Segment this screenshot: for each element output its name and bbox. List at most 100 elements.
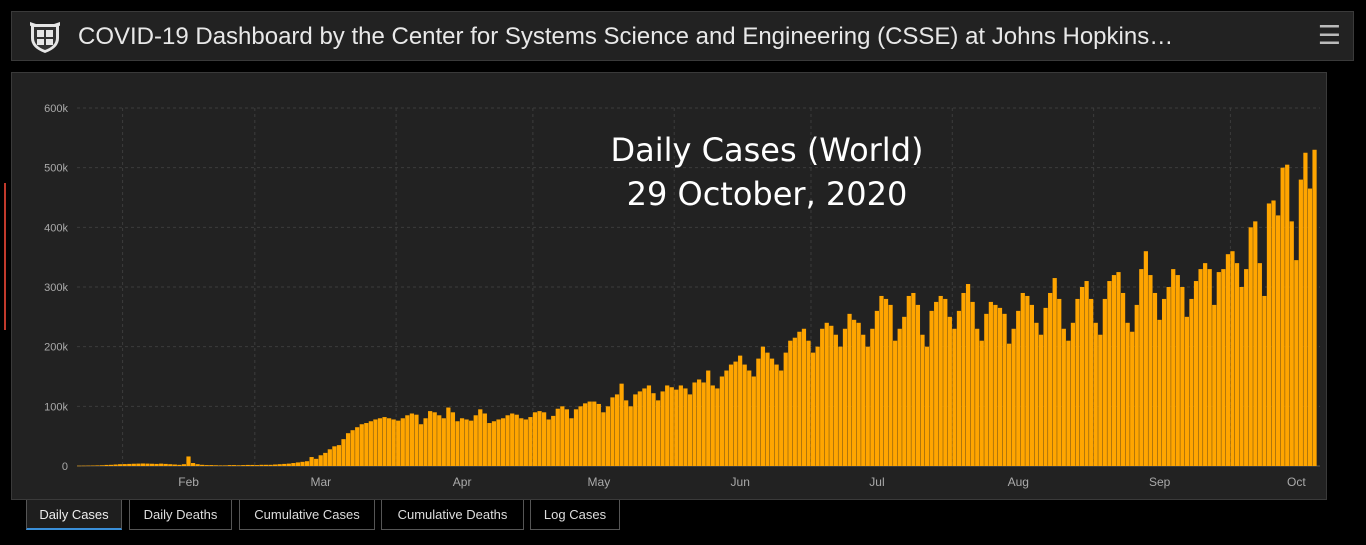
bar[interactable] [341, 439, 346, 466]
bar[interactable] [195, 464, 200, 466]
bar[interactable] [697, 379, 702, 466]
bar[interactable] [469, 420, 474, 466]
bar[interactable] [409, 413, 415, 466]
bar[interactable] [1093, 322, 1098, 466]
bar[interactable] [774, 364, 779, 466]
bar[interactable] [259, 464, 264, 466]
bar[interactable] [450, 412, 456, 466]
bar[interactable] [724, 370, 729, 466]
bar[interactable] [222, 465, 228, 466]
bar[interactable] [254, 465, 260, 466]
bar[interactable] [1289, 221, 1294, 466]
bar[interactable] [1225, 254, 1231, 466]
bar[interactable] [514, 414, 519, 466]
bar[interactable] [1079, 287, 1085, 466]
bar[interactable] [920, 334, 925, 466]
bar[interactable] [902, 316, 907, 466]
bar[interactable] [779, 370, 784, 466]
bar[interactable] [282, 463, 287, 466]
bar[interactable] [532, 412, 538, 466]
bar[interactable] [555, 408, 560, 466]
bar[interactable] [1130, 331, 1135, 466]
bar[interactable] [1303, 152, 1308, 466]
bar[interactable] [459, 418, 465, 466]
bar[interactable] [733, 361, 738, 466]
bar[interactable] [943, 298, 948, 466]
bar[interactable] [592, 401, 597, 466]
hamburger-menu-icon[interactable]: ☰ [1317, 20, 1341, 50]
bar[interactable] [1312, 149, 1317, 466]
bar[interactable] [428, 411, 433, 466]
bar[interactable] [172, 464, 177, 466]
bar[interactable] [956, 310, 962, 466]
bar[interactable] [391, 419, 396, 466]
bar[interactable] [1107, 281, 1112, 466]
bar[interactable] [90, 465, 95, 467]
bar[interactable] [1257, 263, 1262, 466]
bar[interactable] [1002, 313, 1007, 466]
bar[interactable] [414, 414, 419, 466]
bar[interactable] [747, 370, 752, 466]
bar[interactable] [1098, 334, 1103, 466]
bar[interactable] [1275, 215, 1281, 466]
bar[interactable] [118, 464, 123, 466]
bar[interactable] [200, 464, 205, 466]
bar[interactable] [997, 307, 1003, 466]
bar[interactable] [327, 449, 332, 466]
bar[interactable] [464, 419, 469, 466]
bar[interactable] [186, 456, 191, 466]
bar[interactable] [583, 403, 588, 466]
bar[interactable] [213, 465, 218, 466]
bar[interactable] [1143, 251, 1148, 466]
bar[interactable] [952, 328, 957, 466]
bar[interactable] [665, 385, 670, 466]
bar[interactable] [1052, 278, 1057, 466]
bar[interactable] [300, 461, 305, 466]
bar[interactable] [614, 394, 620, 466]
bar[interactable] [295, 462, 301, 466]
bar[interactable] [209, 465, 214, 466]
bar[interactable] [1207, 269, 1212, 466]
bar[interactable] [865, 346, 870, 466]
bar[interactable] [769, 358, 775, 466]
bar[interactable] [628, 406, 633, 466]
bar[interactable] [359, 424, 364, 466]
bar[interactable] [145, 463, 150, 466]
bar[interactable] [605, 406, 611, 466]
bar[interactable] [1216, 272, 1221, 466]
bar[interactable] [377, 418, 383, 466]
bar[interactable] [309, 457, 314, 466]
bar[interactable] [1043, 307, 1048, 466]
bar[interactable] [738, 355, 743, 466]
bar[interactable] [1271, 200, 1276, 466]
bar[interactable] [437, 415, 442, 466]
bar[interactable] [1029, 304, 1035, 466]
bar[interactable] [655, 400, 661, 466]
bar[interactable] [847, 313, 852, 466]
bar[interactable] [396, 420, 401, 466]
bar[interactable] [783, 352, 788, 466]
bar[interactable] [291, 463, 296, 466]
bar[interactable] [122, 464, 127, 466]
bar[interactable] [218, 465, 223, 466]
bar[interactable] [1048, 292, 1053, 466]
bar[interactable] [1162, 298, 1167, 466]
bar[interactable] [286, 463, 291, 466]
bar[interactable] [797, 331, 802, 466]
bar[interactable] [806, 340, 811, 466]
bar[interactable] [1175, 275, 1180, 466]
bar[interactable] [1125, 322, 1130, 466]
bar[interactable] [245, 464, 250, 466]
bar[interactable] [1184, 316, 1190, 466]
bar[interactable] [163, 463, 168, 466]
bar[interactable] [273, 464, 278, 466]
bar[interactable] [692, 382, 697, 466]
bar[interactable] [820, 328, 825, 466]
bar[interactable] [1057, 298, 1062, 466]
bar[interactable] [314, 458, 319, 466]
bar[interactable] [546, 419, 551, 466]
bar[interactable] [113, 464, 118, 466]
bar[interactable] [1120, 292, 1126, 466]
bar[interactable] [1148, 275, 1153, 466]
bar[interactable] [304, 461, 310, 466]
